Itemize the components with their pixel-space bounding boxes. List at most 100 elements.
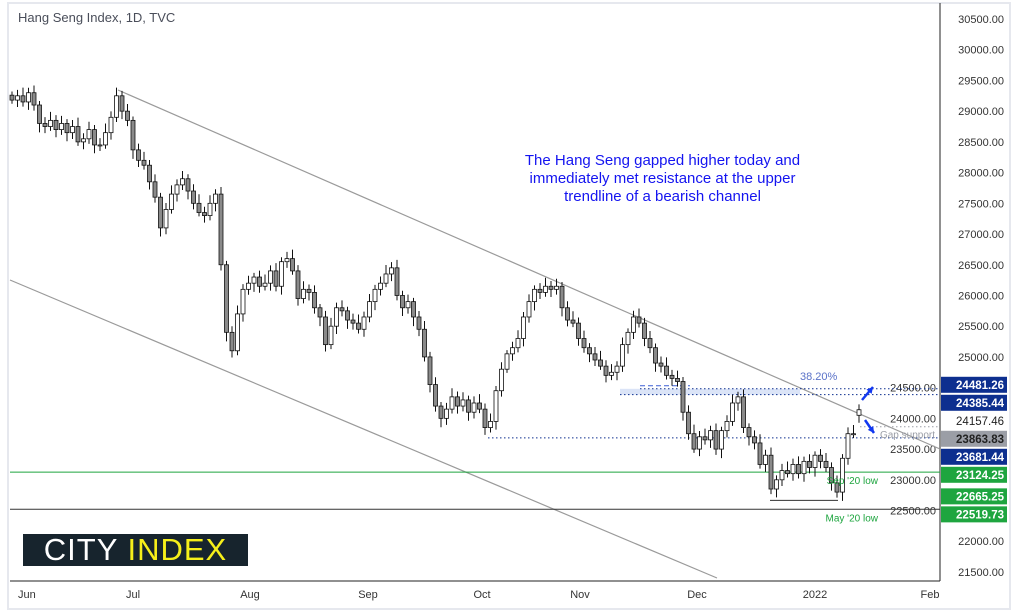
candle xyxy=(207,202,213,217)
candle xyxy=(840,457,845,493)
candle xyxy=(565,307,570,321)
candle xyxy=(686,411,691,435)
candle xyxy=(510,347,515,355)
candle xyxy=(785,470,790,475)
price-label-bg xyxy=(941,448,1007,465)
level-note: May '20 low xyxy=(826,513,879,524)
y-tick-label: 30000.00 xyxy=(958,45,1004,57)
candle xyxy=(158,196,163,229)
candle xyxy=(119,95,125,112)
candle xyxy=(174,184,180,195)
candle xyxy=(449,396,455,410)
candle xyxy=(653,347,658,364)
price-label: 23681.44 xyxy=(956,452,1005,464)
candle xyxy=(26,92,31,103)
candle xyxy=(75,126,81,143)
candle xyxy=(548,285,554,290)
candle xyxy=(631,316,636,333)
candle xyxy=(829,467,834,484)
candle xyxy=(301,288,306,299)
candle xyxy=(356,322,361,330)
y-tick-label: 26000.00 xyxy=(958,290,1004,302)
candle xyxy=(372,288,378,303)
candle xyxy=(433,384,438,407)
price-label-bg xyxy=(941,430,1007,447)
candle xyxy=(389,267,394,275)
candle xyxy=(141,159,147,166)
x-tick-label: Jun xyxy=(18,589,36,601)
candle xyxy=(416,316,422,330)
candle xyxy=(526,301,532,318)
candle xyxy=(719,430,724,450)
candle xyxy=(136,149,141,161)
price-label-bg xyxy=(941,466,1007,483)
price-label-bg xyxy=(941,412,1007,429)
candle xyxy=(257,276,262,287)
candle xyxy=(702,436,708,441)
candle xyxy=(741,396,746,428)
candle xyxy=(86,129,92,140)
candle xyxy=(350,319,356,324)
candle xyxy=(97,144,103,147)
candle xyxy=(460,399,466,407)
candle xyxy=(70,126,75,134)
candle xyxy=(504,353,510,370)
candle xyxy=(708,430,713,441)
candle xyxy=(317,307,323,318)
candle xyxy=(515,338,521,349)
candle xyxy=(163,209,169,229)
x-tick-label: Feb xyxy=(921,589,940,601)
candle xyxy=(290,258,295,272)
candle xyxy=(680,381,686,413)
candle xyxy=(422,328,427,358)
candle xyxy=(367,301,372,318)
candle xyxy=(543,285,548,293)
candle xyxy=(218,193,224,266)
candle xyxy=(108,116,114,134)
candle xyxy=(669,374,675,379)
candle xyxy=(31,92,37,106)
candle xyxy=(455,396,460,407)
price-label: 22519.73 xyxy=(956,509,1004,521)
candle xyxy=(609,371,614,376)
candle xyxy=(59,123,64,130)
y-tick-label: 22000.00 xyxy=(958,536,1004,548)
candle xyxy=(400,295,405,309)
candle xyxy=(114,95,119,118)
candle xyxy=(647,338,653,349)
candle xyxy=(614,365,620,373)
candle xyxy=(620,344,625,367)
candle xyxy=(279,261,284,287)
candle xyxy=(185,178,191,192)
y-tick-label: 27000.00 xyxy=(958,229,1004,241)
city-index-logo: CITY INDEX xyxy=(23,534,248,566)
candle xyxy=(724,421,730,432)
candle xyxy=(592,353,598,361)
candle xyxy=(801,460,807,475)
candle xyxy=(444,408,449,419)
candle xyxy=(521,316,526,339)
up-arrow-head xyxy=(866,387,873,394)
candle xyxy=(405,301,411,309)
candle xyxy=(730,402,735,422)
candle xyxy=(735,396,741,404)
candle xyxy=(757,442,763,465)
candle xyxy=(471,402,477,413)
y-tick-label: 23500.00 xyxy=(890,444,936,456)
candle xyxy=(482,408,488,428)
x-tick-label: Nov xyxy=(570,589,590,601)
candle xyxy=(295,270,301,299)
candle xyxy=(779,470,785,481)
price-label-bg xyxy=(941,488,1007,505)
candle xyxy=(180,178,185,186)
candle xyxy=(235,313,240,352)
price-label: 24157.46 xyxy=(956,416,1004,428)
fib-label: 38.20% xyxy=(800,371,838,383)
candle xyxy=(48,119,53,127)
y-tick-label: 29000.00 xyxy=(958,106,1004,118)
candle xyxy=(587,347,592,355)
y-tick-label: 29500.00 xyxy=(958,75,1004,87)
candle xyxy=(752,436,757,444)
